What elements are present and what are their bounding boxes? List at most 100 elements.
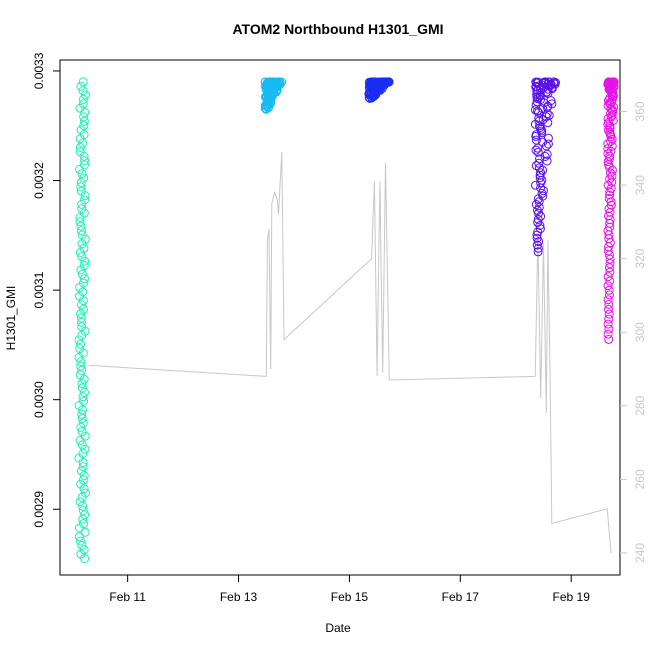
data-point bbox=[603, 295, 613, 305]
data-point bbox=[78, 392, 88, 402]
data-point bbox=[77, 331, 87, 340]
data-point bbox=[79, 151, 89, 161]
y-tick-label: 0.0032 bbox=[32, 162, 46, 199]
data-point bbox=[603, 272, 613, 282]
data-point bbox=[77, 300, 86, 310]
data-point bbox=[77, 540, 87, 550]
data-point bbox=[534, 208, 543, 218]
data-point bbox=[79, 121, 89, 131]
data-point bbox=[530, 119, 540, 129]
point-series-5 bbox=[603, 77, 619, 344]
data-point bbox=[603, 180, 613, 190]
data-point bbox=[78, 77, 88, 87]
data-point bbox=[608, 107, 618, 117]
data-point bbox=[535, 173, 545, 183]
data-point bbox=[540, 152, 550, 161]
data-point bbox=[77, 383, 87, 393]
data-point bbox=[603, 281, 613, 291]
data-point bbox=[604, 162, 614, 172]
data-point bbox=[80, 195, 90, 205]
data-point bbox=[533, 106, 542, 116]
data-point bbox=[81, 90, 90, 100]
data-point bbox=[533, 247, 543, 257]
data-point bbox=[80, 256, 90, 266]
data-point bbox=[532, 230, 542, 240]
data-point bbox=[79, 304, 88, 314]
point-series-3 bbox=[364, 77, 394, 103]
data-point bbox=[605, 254, 615, 264]
data-point bbox=[604, 324, 614, 334]
data-point bbox=[531, 145, 541, 155]
data-point bbox=[77, 239, 87, 249]
data-point bbox=[78, 506, 88, 515]
data-point bbox=[263, 103, 273, 113]
point-series-2 bbox=[260, 77, 287, 114]
data-point bbox=[75, 134, 85, 144]
data-point bbox=[79, 471, 89, 480]
y-tick-label: 0.0029 bbox=[32, 491, 46, 528]
data-point bbox=[77, 366, 87, 375]
data-point bbox=[536, 178, 546, 188]
data-point bbox=[79, 173, 89, 183]
data-point bbox=[77, 492, 87, 502]
data-point bbox=[603, 246, 613, 256]
data-point bbox=[77, 199, 87, 209]
data-point bbox=[76, 125, 86, 135]
y2-tick-label: 320 bbox=[633, 248, 647, 268]
y-axis-left: 0.0029 0.0030 0.0031 0.0032 0.0033 bbox=[32, 52, 60, 528]
data-point bbox=[76, 309, 85, 319]
data-point bbox=[605, 123, 615, 133]
data-point bbox=[543, 139, 553, 149]
data-point bbox=[78, 138, 88, 148]
data-point bbox=[77, 414, 87, 424]
data-point bbox=[76, 182, 86, 192]
data-point bbox=[80, 527, 90, 537]
data-point bbox=[78, 457, 88, 467]
data-point bbox=[76, 226, 86, 236]
data-point bbox=[603, 329, 613, 339]
data-point bbox=[604, 314, 614, 324]
data-point bbox=[75, 497, 85, 507]
data-point bbox=[604, 285, 614, 295]
data-point bbox=[604, 204, 614, 214]
data-point bbox=[79, 116, 89, 126]
data-point bbox=[75, 217, 85, 227]
data-point bbox=[604, 299, 614, 309]
data-point bbox=[607, 141, 617, 151]
y-tick-label: 0.0031 bbox=[32, 271, 46, 308]
data-point bbox=[75, 213, 85, 222]
point-series-1 bbox=[74, 77, 90, 564]
data-point bbox=[535, 221, 545, 230]
x-tick-label: Feb 17 bbox=[442, 590, 480, 604]
data-point bbox=[261, 104, 271, 114]
data-point bbox=[542, 149, 552, 159]
data-point bbox=[604, 290, 614, 300]
data-point bbox=[80, 274, 89, 284]
data-point bbox=[78, 462, 88, 472]
data-point bbox=[534, 158, 544, 168]
data-point bbox=[77, 409, 87, 419]
data-point bbox=[77, 440, 87, 450]
x-tick-label: Feb 13 bbox=[220, 590, 258, 604]
y2-tick-label: 300 bbox=[633, 322, 647, 342]
data-point bbox=[605, 190, 615, 200]
data-point bbox=[533, 243, 543, 253]
data-point bbox=[80, 108, 90, 117]
data-point bbox=[75, 248, 85, 257]
data-point bbox=[534, 108, 544, 117]
data-point bbox=[77, 466, 86, 476]
data-point bbox=[533, 143, 543, 153]
data-point bbox=[605, 187, 615, 197]
data-point bbox=[77, 204, 87, 214]
data-point bbox=[604, 304, 613, 314]
x-axis-label: Date bbox=[325, 621, 351, 635]
y2-tick-label: 360 bbox=[633, 101, 647, 121]
data-point bbox=[604, 263, 614, 273]
x-axis: Feb 11 Feb 13 Feb 15 Feb 17 Feb 19 bbox=[109, 575, 590, 604]
data-point bbox=[531, 161, 541, 171]
line-series bbox=[88, 151, 612, 553]
plot-frame bbox=[59, 59, 621, 576]
y2-tick-label: 340 bbox=[633, 175, 647, 195]
